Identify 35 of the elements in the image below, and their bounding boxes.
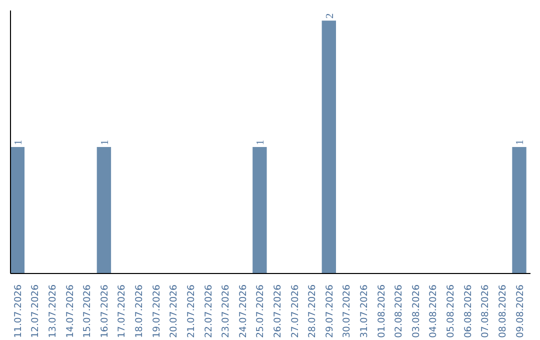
x-tick-label: 20.07.2026 [168, 284, 180, 338]
x-tick-label: 08.08.2026 [497, 284, 508, 338]
x-tick-label: 26.07.2026 [272, 284, 284, 338]
data-label: 2 [324, 13, 336, 19]
x-tick-label: 09.08.2026 [514, 284, 526, 338]
x-tick-label: 03.08.2026 [410, 284, 422, 338]
x-tick-label: 15.07.2026 [82, 284, 94, 338]
x-tick-label: 28.07.2026 [307, 284, 318, 338]
x-tick-label: 25.07.2026 [255, 284, 266, 338]
data-label: 1 [256, 140, 267, 146]
x-tick-label: 12.07.2026 [30, 284, 42, 338]
x-tick-label: 01.08.2026 [376, 284, 388, 338]
x-tick-label: 29.07.2026 [324, 284, 336, 338]
x-tick-label: 11.07.2026 [12, 284, 24, 338]
x-tick-label: 30.07.2026 [342, 284, 353, 338]
data-label: 1 [100, 140, 111, 146]
x-tick-label: 21.07.2026 [186, 284, 197, 338]
data-label: 1 [515, 140, 526, 146]
x-tick-label: 04.08.2026 [428, 284, 440, 338]
x-tick-label: 24.07.2026 [238, 284, 249, 338]
x-tick-label: 05.08.2026 [446, 284, 457, 338]
x-tick-label: 06.08.2026 [462, 284, 474, 338]
x-tick-label: 18.07.2026 [134, 284, 146, 338]
x-tick-label: 13.07.2026 [48, 284, 59, 338]
x-tick-label: 31.07.2026 [359, 284, 370, 338]
x-tick-label: 22.07.2026 [203, 284, 214, 338]
x-tick-label: 07.08.2026 [480, 284, 492, 338]
x-tick-label: 14.07.2026 [64, 284, 76, 338]
x-tick-label: 23.07.2026 [220, 284, 232, 338]
x-tick-label: 02.08.2026 [394, 284, 405, 338]
x-tick-label: 27.07.2026 [290, 284, 301, 338]
x-tick-label: 16.07.2026 [99, 284, 110, 338]
x-tick-label: 19.07.2026 [151, 284, 162, 338]
x-tick-label: 17.07.2026 [116, 284, 128, 338]
data-label: 1 [13, 140, 24, 146]
